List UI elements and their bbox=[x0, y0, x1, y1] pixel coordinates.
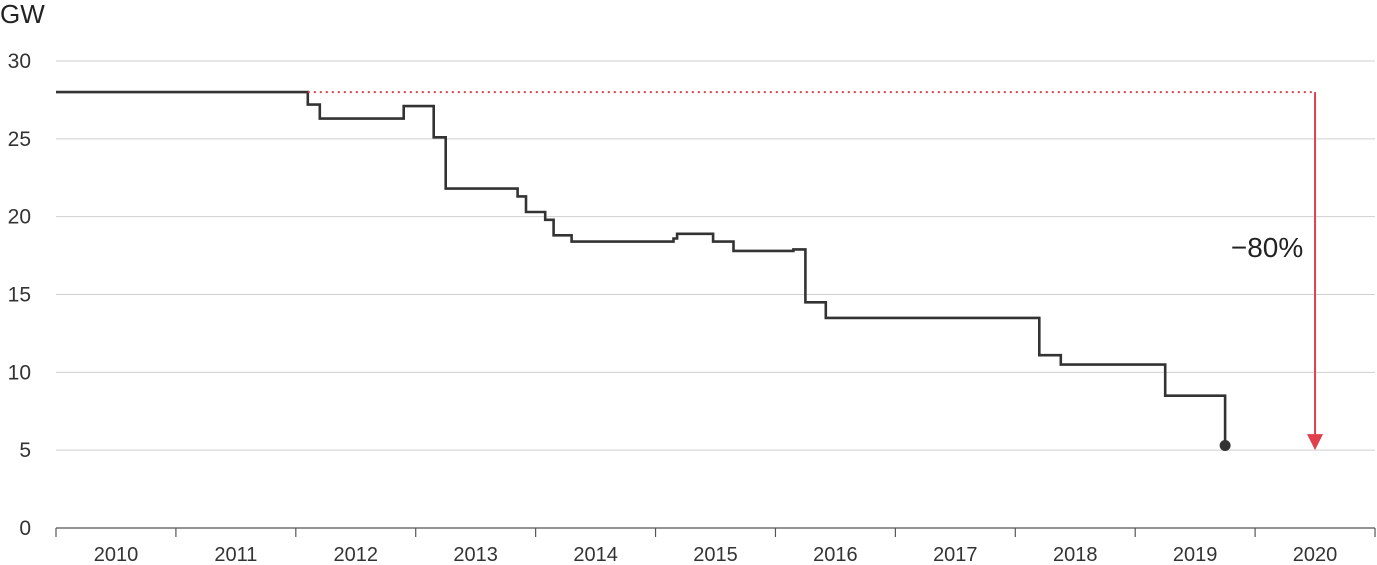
x-tick-label: 2013 bbox=[453, 544, 498, 565]
series-end-point bbox=[1219, 439, 1231, 451]
x-tick-label: 2017 bbox=[933, 544, 978, 565]
x-axis bbox=[55, 527, 1376, 537]
x-tick-label: 2019 bbox=[1173, 544, 1218, 565]
labels: 0 5 10 15 20 25 30 GW 2010 2011 2012 2013 2014 2015 20… bbox=[0, 0, 1337, 565]
gridlines bbox=[56, 60, 1375, 451]
reference-layer bbox=[307, 91, 1324, 451]
x-tick-label: 2016 bbox=[813, 544, 858, 565]
x-tick-label: 2012 bbox=[334, 544, 379, 565]
y-tick-label: 0 bbox=[19, 517, 31, 540]
x-tick-label: 2011 bbox=[214, 544, 257, 565]
x-tick-label: 2018 bbox=[1053, 544, 1098, 565]
y-tick-label: 5 bbox=[19, 439, 31, 462]
annotation-label: −80% bbox=[1231, 232, 1303, 263]
reference-arrow-head bbox=[1307, 434, 1324, 451]
series-line bbox=[56, 90, 1227, 446]
x-tick-label: 2014 bbox=[573, 544, 618, 565]
x-tick-label: 2015 bbox=[693, 544, 738, 565]
y-tick-label: 25 bbox=[8, 128, 31, 151]
y-tick-label: 20 bbox=[8, 206, 31, 229]
y-tick-label: 15 bbox=[8, 284, 31, 307]
y-tick-label: 10 bbox=[8, 361, 31, 384]
x-tick-label: 2020 bbox=[1293, 544, 1338, 565]
x-tick-label: 2010 bbox=[94, 544, 139, 565]
y-tick-label: 30 bbox=[8, 50, 31, 73]
y-unit-label: GW bbox=[0, 0, 45, 29]
series-layer bbox=[56, 90, 1231, 451]
